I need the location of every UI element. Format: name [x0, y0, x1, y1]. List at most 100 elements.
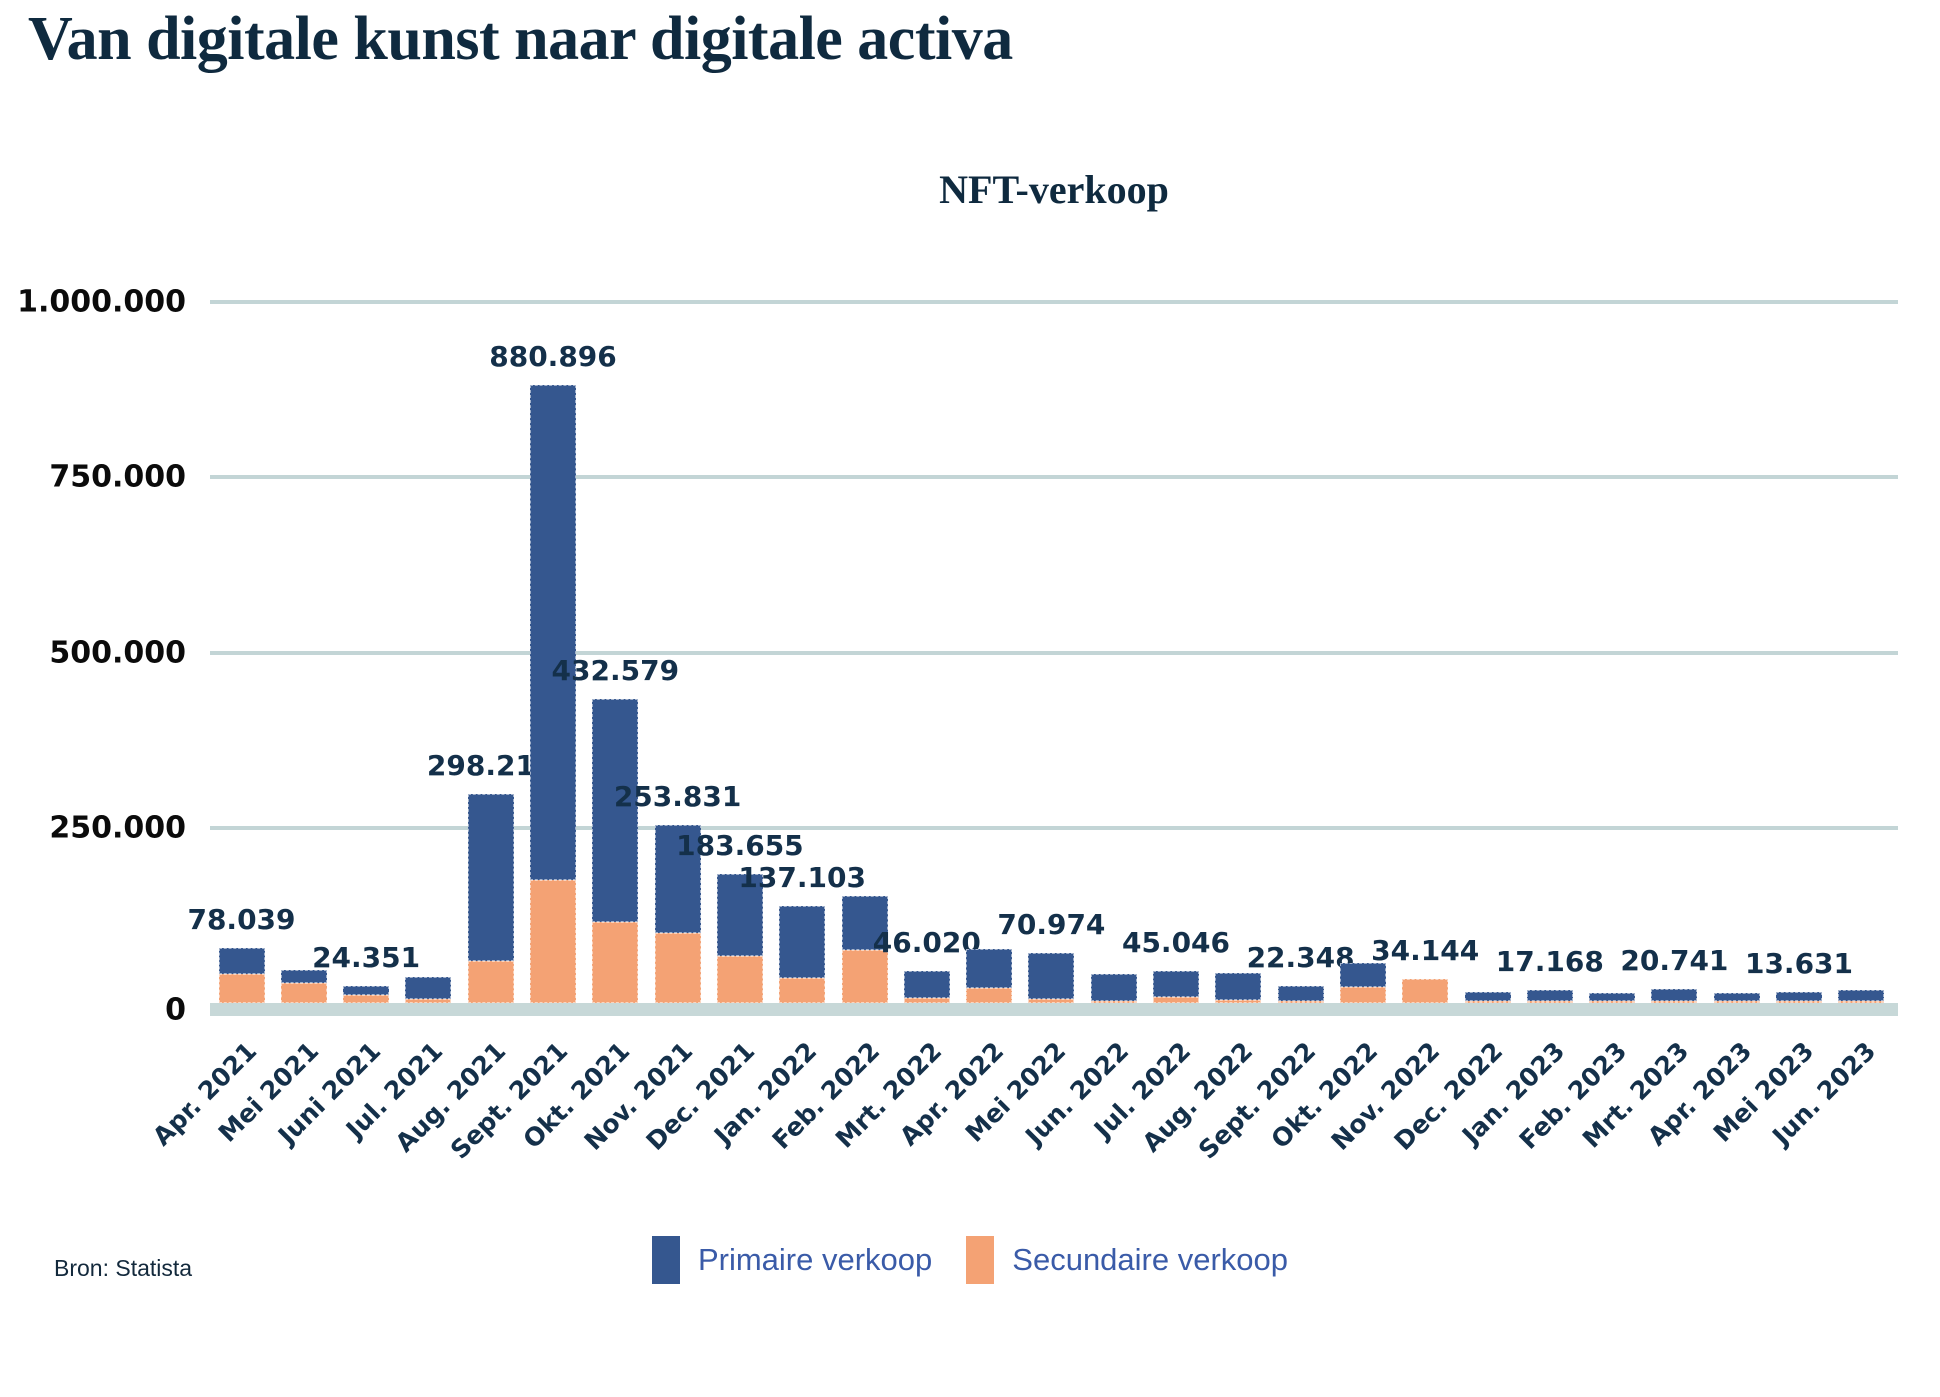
bar-segment-primary — [1589, 993, 1636, 1001]
bar-segment-secondary — [530, 880, 576, 1003]
gridline-750.000 — [210, 475, 1898, 480]
legend: Primaire verkoop Secundaire verkoop — [0, 1236, 1940, 1284]
gridline-500.000 — [210, 650, 1898, 655]
plot-area: 78.039 24.351 298.210 880.896 432.579 253.831… — [187, 300, 1898, 1003]
y-tick-label: 750.000 — [49, 459, 186, 495]
bar-segment-secondary — [1339, 987, 1386, 1003]
bar-segment-secondary — [1651, 1001, 1698, 1003]
bar-segment-secondary — [467, 961, 514, 1003]
bar-segment-primary — [405, 977, 452, 999]
y-tick-label: 0 — [165, 992, 186, 1028]
value-label-nov-2022: 34.144 — [1371, 934, 1480, 967]
bar-segment-primary — [592, 699, 639, 922]
bar-segment-secondary — [1277, 1001, 1324, 1003]
bar-dec-2022 — [1464, 992, 1511, 1003]
bar-nov-2022 — [1402, 979, 1449, 1003]
bar-segment-primary — [1838, 990, 1885, 1001]
bar-mei-2023 — [1776, 992, 1822, 1003]
value-label-nov-2021: 253.831 — [613, 780, 742, 813]
bar-jun-2022 — [1090, 974, 1137, 1003]
bar-aug-2021 — [467, 794, 514, 1003]
gridline-1.000.000 — [210, 300, 1898, 304]
legend-item-secondary: Secundaire verkoop — [966, 1236, 1288, 1284]
secondary-swatch-icon — [966, 1236, 995, 1284]
value-label-mrt-2022: 46.020 — [872, 926, 981, 959]
bar-apr-2021 — [218, 948, 265, 1003]
y-tick-label: 500.000 — [49, 635, 186, 670]
bar-segment-secondary — [405, 999, 452, 1003]
legend-item-primary: Primaire verkoop — [651, 1236, 933, 1284]
bar-jun-2023 — [1838, 990, 1885, 1003]
value-label-okt-2021: 432.579 — [551, 654, 680, 687]
legend-label-secondary: Secundaire verkoop — [1012, 1242, 1289, 1277]
value-label-sept-2021: 880.896 — [489, 340, 617, 373]
bar-segment-primary — [467, 794, 514, 961]
bar-feb-2022 — [841, 896, 888, 1003]
bar-juni-2021 — [343, 986, 390, 1003]
bar-segment-secondary — [1153, 997, 1199, 1003]
value-label-jul-2022: 45.046 — [1121, 926, 1231, 959]
bar-okt-2022 — [1339, 963, 1386, 1003]
bar-segment-secondary — [1464, 1001, 1511, 1003]
value-label-dec-2021: 183.655 — [676, 829, 804, 862]
bar-segment-secondary — [1402, 979, 1449, 1003]
legend-label-primary: Primaire verkoop — [697, 1242, 933, 1277]
bar-segment-secondary — [1028, 999, 1075, 1003]
bar-segment-primary — [343, 986, 390, 995]
bar-mrt-2023 — [1651, 989, 1698, 1003]
bar-segment-primary — [530, 385, 576, 880]
bar-segment-secondary — [1838, 1001, 1885, 1003]
bar-segment-primary — [1090, 974, 1137, 1001]
bar-segment-secondary — [966, 988, 1013, 1003]
bar-mrt-2022 — [903, 971, 950, 1003]
value-label-apr-2021: 78.039 — [187, 903, 296, 936]
bar-segment-primary — [280, 970, 327, 983]
bar-segment-primary — [966, 949, 1013, 988]
bar-segment-primary — [1713, 993, 1760, 1001]
bar-segment-secondary — [1713, 1001, 1760, 1003]
bar-jan-2022 — [779, 906, 826, 1003]
bar-segment-secondary — [1589, 1001, 1636, 1003]
bar-mei-2021 — [280, 970, 327, 1003]
value-label-juni-2021: 24.351 — [312, 941, 421, 974]
value-label-mei-2022: 70.974 — [997, 908, 1106, 941]
bar-segment-primary — [779, 906, 826, 978]
bar-segment-primary — [1277, 986, 1324, 1001]
x-axis-baseline — [210, 1003, 1898, 1016]
bar-segment-secondary — [280, 983, 327, 1003]
bar-nov-2021 — [654, 825, 701, 1003]
bar-sept-2022 — [1277, 986, 1324, 1003]
bar-segment-primary — [1651, 989, 1698, 1001]
bar-feb-2023 — [1589, 993, 1636, 1003]
value-label-jan-2023: 17.168 — [1495, 945, 1604, 978]
value-label-jan-2022: 137.103 — [738, 861, 866, 894]
bar-segment-primary — [654, 825, 701, 933]
bar-segment-primary — [903, 971, 950, 998]
bar-okt-2021 — [592, 699, 639, 1003]
bar-segment-secondary — [218, 974, 265, 1003]
bar-segment-primary — [1464, 992, 1511, 1001]
bar-jul-2022 — [1153, 971, 1199, 1003]
bar-mei-2022 — [1028, 953, 1075, 1003]
chart-title: NFT-verkoop — [939, 167, 1169, 212]
bar-segment-primary — [218, 948, 265, 974]
bar-segment-secondary — [779, 978, 826, 1003]
y-axis: 1.000.000 750.000 500.000 250.000 0 — [0, 285, 186, 1028]
bar-segment-secondary — [1215, 1000, 1262, 1003]
y-tick-label: 1.000.000 — [17, 284, 186, 320]
bar-segment-secondary — [654, 933, 701, 1003]
bar-jul-2021 — [405, 977, 452, 1003]
x-axis: Apr. 2021 Mei 2021 Juni 2021 Jul. 2021 Aug. … — [147, 1016, 1898, 1196]
page-title: Van digitale kunst naar digitale activa — [28, 5, 1013, 73]
bar-segment-secondary — [716, 956, 763, 1003]
bar-dec-2021 — [716, 874, 763, 1003]
bar-segment-secondary — [903, 998, 950, 1003]
bar-segment-secondary — [1526, 1001, 1573, 1003]
bar-apr-2022 — [966, 949, 1013, 1003]
bar-segment-secondary — [841, 950, 888, 1003]
value-label-mei-2023: 13.631 — [1744, 947, 1854, 980]
bar-segment-primary — [716, 874, 763, 956]
bar-segment-primary — [1153, 971, 1199, 997]
primary-swatch-icon — [651, 1236, 680, 1284]
